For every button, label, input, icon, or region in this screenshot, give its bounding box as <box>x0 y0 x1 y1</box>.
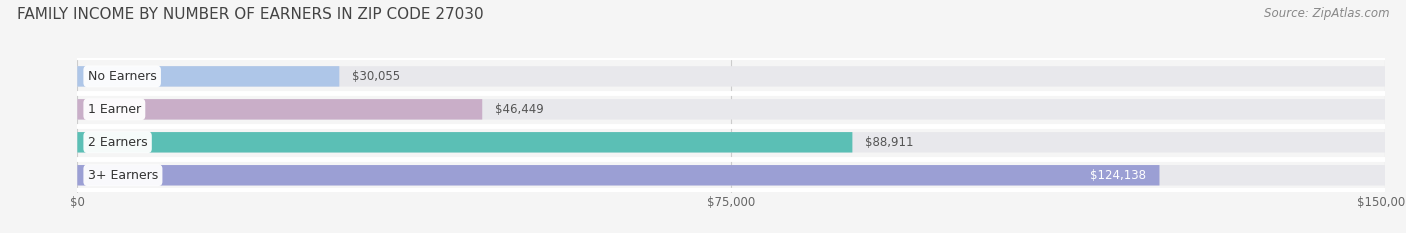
Text: Source: ZipAtlas.com: Source: ZipAtlas.com <box>1264 7 1389 20</box>
FancyBboxPatch shape <box>77 165 1385 185</box>
Text: $88,911: $88,911 <box>866 136 914 149</box>
FancyBboxPatch shape <box>77 132 1385 153</box>
Text: $30,055: $30,055 <box>353 70 401 83</box>
FancyBboxPatch shape <box>77 165 1160 185</box>
FancyBboxPatch shape <box>77 132 852 153</box>
Text: $124,138: $124,138 <box>1091 169 1146 182</box>
Text: 2 Earners: 2 Earners <box>87 136 148 149</box>
FancyBboxPatch shape <box>77 66 1385 87</box>
Text: $46,449: $46,449 <box>495 103 544 116</box>
Text: 1 Earner: 1 Earner <box>87 103 141 116</box>
Text: No Earners: No Earners <box>87 70 156 83</box>
Text: FAMILY INCOME BY NUMBER OF EARNERS IN ZIP CODE 27030: FAMILY INCOME BY NUMBER OF EARNERS IN ZI… <box>17 7 484 22</box>
FancyBboxPatch shape <box>77 99 1385 120</box>
FancyBboxPatch shape <box>77 99 482 120</box>
FancyBboxPatch shape <box>77 66 339 87</box>
Text: 3+ Earners: 3+ Earners <box>87 169 157 182</box>
